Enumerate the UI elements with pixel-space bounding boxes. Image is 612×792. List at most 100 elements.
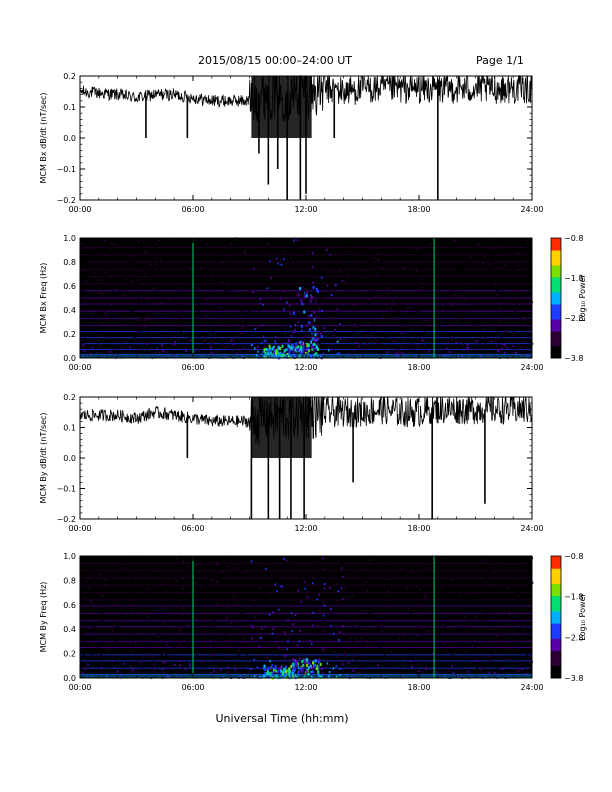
spectral-cell [484, 615, 487, 618]
spectral-cell [394, 355, 397, 358]
spectral-cell [347, 580, 350, 583]
spectral-cell [191, 575, 194, 578]
spectral-cell [137, 281, 139, 284]
spectral-cell [285, 350, 287, 353]
spectral-cell [104, 311, 106, 314]
spectral-cell [412, 657, 415, 660]
spectral-cell [258, 645, 260, 648]
spectral-cell [195, 563, 197, 566]
spectral-cell [425, 280, 427, 283]
burst-cell [306, 343, 309, 347]
spectral-cell [274, 583, 277, 586]
spectral-cell [86, 649, 89, 652]
burst-cell [303, 310, 306, 314]
spectral-cell [210, 274, 213, 277]
spectral-cell [162, 621, 165, 624]
spectral-cell [438, 564, 441, 567]
spectral-cell [484, 343, 487, 346]
spectral-cell [503, 577, 505, 580]
panel-3: 0.20.10.0−0.1−0.200:00 06:00 12:00 18:00 24:… [39, 393, 544, 533]
spectral-cell [180, 330, 182, 333]
spectral-cell [138, 240, 140, 243]
spectral-cell [213, 646, 216, 649]
burst-cell [295, 663, 298, 667]
spectral-cell [311, 252, 314, 255]
burst-cell [287, 669, 290, 673]
spectral-cell [230, 621, 233, 624]
burst-cell [269, 351, 272, 355]
spectral-cell [490, 340, 493, 343]
spectral-cell [213, 576, 215, 579]
spectral-cell [290, 334, 293, 337]
burst-cell [299, 667, 302, 671]
spectral-cell [380, 262, 383, 265]
spectral-cell [424, 306, 427, 309]
spectral-cell [380, 353, 383, 356]
spectral-cell [415, 269, 418, 272]
spectral-cell [521, 668, 524, 671]
spectral-cell [484, 337, 486, 340]
y-tick-label: 0.2 [63, 650, 76, 659]
spectral-cell [397, 349, 400, 352]
spectral-cell [424, 253, 426, 256]
spectral-cell [526, 654, 529, 657]
spectral-cell [438, 608, 441, 611]
colorbar-label: Log₁₀ Power [578, 274, 587, 322]
spectral-cell [279, 337, 281, 340]
spectral-cell [418, 268, 420, 271]
x-tick-label: 12:00 [294, 363, 317, 372]
spectral-cell [175, 605, 178, 608]
spectral-cell [140, 268, 143, 271]
spectral-cell [106, 647, 108, 650]
spectral-cell [134, 338, 136, 341]
spectral-cell [259, 586, 261, 589]
spectral-cell [228, 609, 230, 612]
spectral-cell [136, 330, 138, 333]
spectral-cell [270, 355, 273, 358]
spectral-cell [250, 560, 253, 563]
spectral-cell [185, 604, 187, 607]
spectral-cell [409, 294, 412, 297]
spectral-cell [410, 612, 412, 615]
spectral-cell [489, 655, 491, 658]
spectral-cell [134, 642, 137, 645]
spectral-cell [243, 297, 246, 300]
spectral-cell [360, 342, 362, 345]
spectral-cell [104, 253, 106, 256]
spectral-cell [503, 658, 506, 661]
colorbar-segment [551, 304, 561, 308]
spectral-cell [175, 642, 178, 645]
colorbar-tick-label: −2.8 [564, 633, 583, 642]
spectral-cell [377, 258, 379, 261]
spectral-cell [331, 316, 334, 319]
spectral-cell [280, 263, 283, 266]
spectral-cell [194, 633, 197, 636]
spectral-cell [149, 264, 151, 267]
spectral-cell [342, 663, 344, 666]
spectral-cell [353, 322, 356, 325]
spectral-cell [221, 641, 223, 644]
spectral-cell [239, 350, 241, 353]
spectral-cell [102, 279, 104, 282]
burst-cell [314, 340, 317, 344]
spectral-cell [396, 587, 398, 590]
spectral-cell [263, 339, 266, 342]
spectral-cell [97, 646, 99, 649]
spectral-cell [482, 328, 485, 331]
spectral-cell [262, 335, 265, 338]
burst-cell [299, 308, 302, 312]
burst-cell [310, 340, 313, 344]
colorbar-segment [551, 250, 561, 254]
spectral-cell [278, 652, 281, 655]
spectral-cell [446, 614, 448, 617]
spectral-cell [349, 260, 351, 263]
spectral-cell [409, 318, 411, 321]
spectral-cell [197, 309, 200, 312]
spectral-cell [452, 335, 455, 338]
spectral-cell [173, 354, 176, 357]
spectral-cell [109, 350, 112, 353]
x-tick-label: 18:00 [407, 205, 430, 214]
spectral-cell [327, 593, 330, 596]
spectral-cell [421, 268, 424, 271]
spectral-cell [132, 599, 135, 602]
